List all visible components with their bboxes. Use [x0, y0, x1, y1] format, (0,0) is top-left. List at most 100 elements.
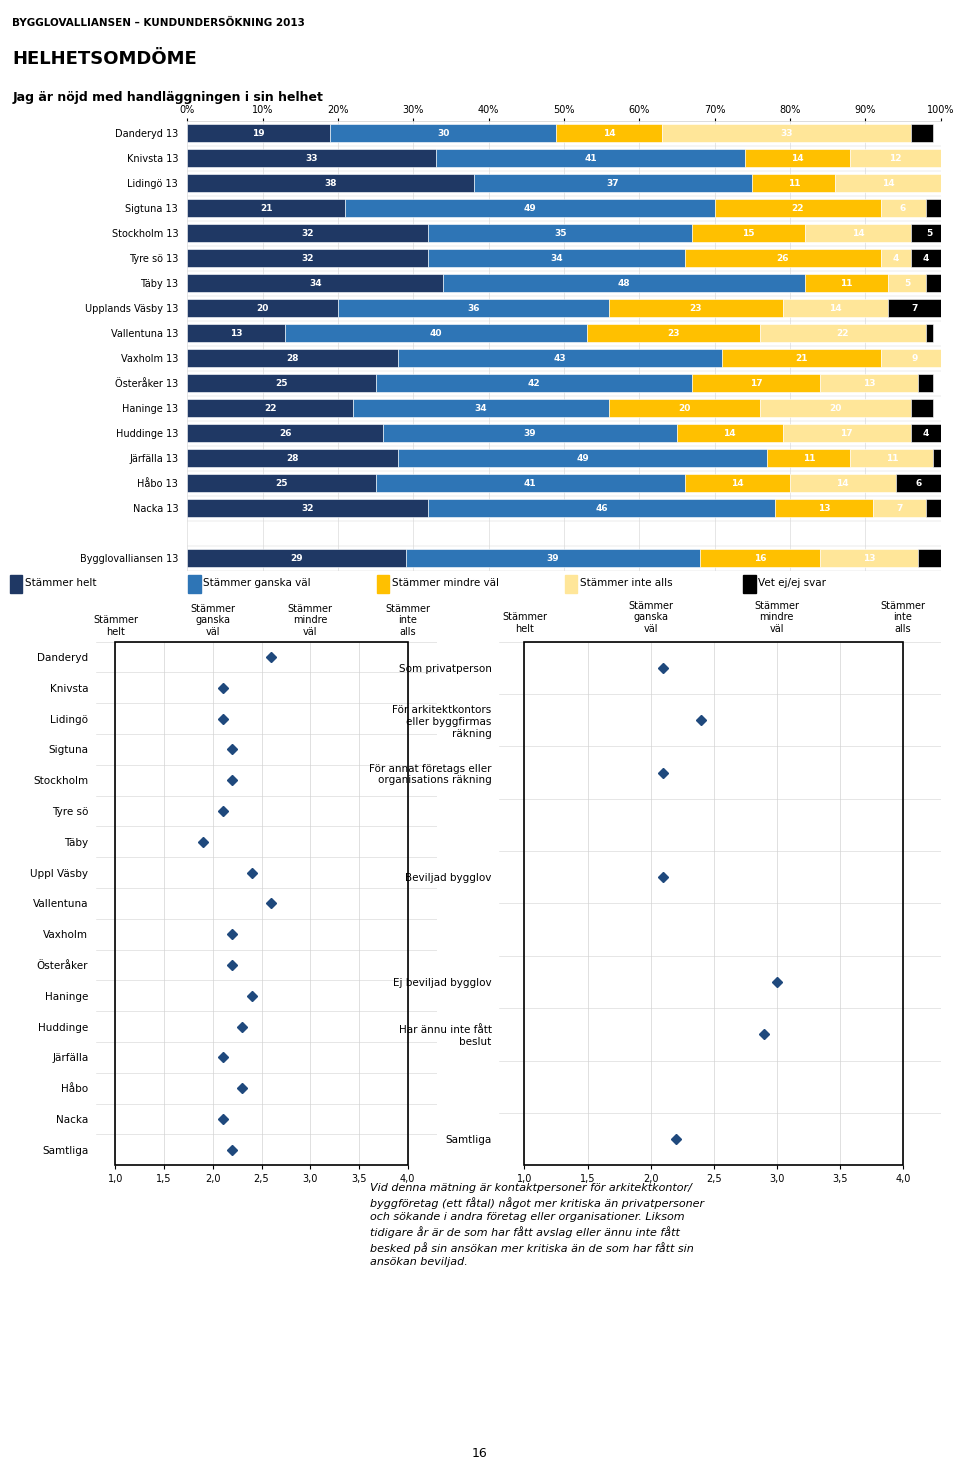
Bar: [383, 425, 677, 442]
Text: 14: 14: [731, 479, 744, 488]
Text: 14: 14: [836, 479, 850, 488]
Bar: [714, 199, 880, 217]
Bar: [187, 174, 473, 192]
Text: 33: 33: [780, 128, 793, 139]
Text: 4: 4: [923, 429, 929, 438]
Text: Stämmer
ganska
väl: Stämmer ganska väl: [628, 600, 673, 634]
Bar: [851, 450, 933, 468]
Bar: [285, 324, 587, 342]
Bar: [473, 174, 753, 192]
Text: 5: 5: [903, 279, 910, 288]
Bar: [188, 575, 201, 593]
Bar: [375, 475, 684, 493]
Bar: [911, 400, 933, 417]
Bar: [880, 350, 948, 367]
Text: 20: 20: [829, 404, 842, 413]
Bar: [911, 249, 941, 267]
Bar: [753, 174, 835, 192]
Bar: [444, 274, 805, 292]
Text: 4: 4: [893, 254, 899, 263]
Text: 13: 13: [230, 329, 243, 338]
Text: 33: 33: [305, 153, 318, 162]
Text: 19: 19: [252, 128, 265, 139]
Bar: [436, 149, 745, 168]
Bar: [187, 274, 444, 292]
Text: 21: 21: [260, 204, 273, 212]
Bar: [722, 350, 880, 367]
Bar: [330, 124, 557, 143]
Text: HELHETSOMDÖME: HELHETSOMDÖME: [12, 50, 197, 68]
Bar: [933, 450, 948, 468]
Bar: [820, 375, 918, 392]
Text: 23: 23: [689, 304, 702, 313]
Bar: [918, 549, 941, 568]
Bar: [835, 174, 941, 192]
Text: 14: 14: [829, 304, 842, 313]
Bar: [805, 224, 911, 242]
Bar: [557, 124, 662, 143]
Text: 37: 37: [607, 178, 619, 187]
Bar: [187, 124, 330, 143]
Text: 7: 7: [911, 304, 918, 313]
Text: BYGGLOVALLIANSEN – KUNDUNDERSÖKNING 2013: BYGGLOVALLIANSEN – KUNDUNDERSÖKNING 2013: [12, 18, 305, 28]
Bar: [346, 199, 714, 217]
Bar: [820, 549, 918, 568]
Bar: [925, 199, 941, 217]
Text: 11: 11: [787, 178, 800, 187]
Bar: [115, 642, 408, 1165]
Bar: [692, 224, 805, 242]
Bar: [187, 199, 346, 217]
Bar: [428, 249, 684, 267]
Text: 16: 16: [754, 553, 766, 563]
Text: 49: 49: [524, 204, 537, 212]
Bar: [782, 299, 888, 317]
Bar: [918, 375, 933, 392]
Text: 46: 46: [595, 504, 608, 513]
Text: Vid denna mätning är kontaktpersoner för arkitektkontor/
byggföretag (ett fåtal): Vid denna mätning är kontaktpersoner för…: [370, 1183, 704, 1267]
Bar: [353, 400, 610, 417]
Bar: [896, 475, 941, 493]
Bar: [805, 274, 888, 292]
Text: 22: 22: [791, 204, 804, 212]
Text: 13: 13: [818, 504, 830, 513]
Text: Stämmer
inte
alls: Stämmer inte alls: [880, 600, 925, 634]
Bar: [911, 124, 933, 143]
Text: 36: 36: [468, 304, 480, 313]
Bar: [187, 249, 428, 267]
Text: 20: 20: [679, 404, 691, 413]
Bar: [911, 425, 941, 442]
Text: 34: 34: [309, 279, 322, 288]
Bar: [187, 324, 285, 342]
Text: 17: 17: [750, 379, 762, 388]
Bar: [187, 425, 383, 442]
Text: Jag är nöjd med handläggningen i sin helhet: Jag är nöjd med handläggningen i sin hel…: [12, 91, 324, 105]
Bar: [187, 500, 428, 518]
Bar: [684, 475, 790, 493]
Bar: [760, 400, 911, 417]
Bar: [187, 450, 398, 468]
Text: 6: 6: [900, 204, 906, 212]
Bar: [564, 575, 577, 593]
Bar: [925, 324, 933, 342]
Text: 11: 11: [840, 279, 852, 288]
Text: 34: 34: [550, 254, 563, 263]
Bar: [398, 450, 767, 468]
Text: 32: 32: [301, 504, 314, 513]
Text: Vet ej/ej svar: Vet ej/ej svar: [758, 578, 827, 587]
Text: Stämmer helt: Stämmer helt: [25, 578, 96, 587]
Text: 20: 20: [256, 304, 269, 313]
Text: 41: 41: [584, 153, 597, 162]
Bar: [775, 500, 873, 518]
Bar: [187, 149, 436, 168]
Text: 28: 28: [286, 354, 299, 363]
Text: 28: 28: [286, 454, 299, 463]
Bar: [851, 149, 941, 168]
Bar: [782, 425, 911, 442]
Text: 32: 32: [301, 229, 314, 237]
Text: 14: 14: [603, 128, 615, 139]
Text: 41: 41: [524, 479, 537, 488]
Text: 25: 25: [276, 479, 288, 488]
Bar: [398, 350, 722, 367]
Text: Stämmer inte alls: Stämmer inte alls: [580, 578, 672, 587]
Text: Stämmer ganska väl: Stämmer ganska väl: [204, 578, 311, 587]
